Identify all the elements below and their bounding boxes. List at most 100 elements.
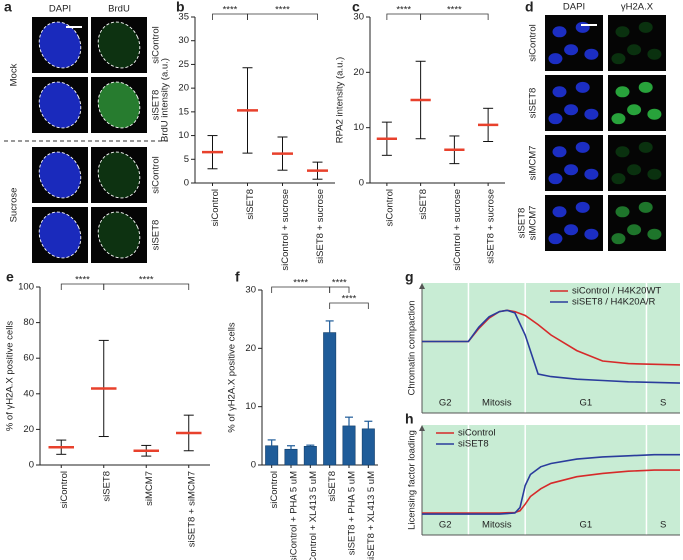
- significance-label: ****: [396, 5, 411, 16]
- nucleus: [638, 81, 653, 93]
- series-line: [422, 469, 680, 514]
- nucleus: [575, 21, 590, 33]
- significance-bracket: [420, 13, 489, 20]
- y-tick-label: 30: [353, 12, 364, 23]
- nucleus: [564, 104, 579, 116]
- row-label: siControl: [151, 156, 162, 194]
- y-tick-label: 40: [23, 388, 34, 399]
- x-tick-label: siSET8 + XL413 5 uM: [366, 471, 377, 560]
- nucleus: [615, 206, 630, 218]
- y-axis-arrow: [419, 283, 425, 289]
- y-tick-label: 0: [359, 178, 364, 189]
- y-axis-arrow: [419, 425, 425, 431]
- legend-label: siControl / H4K20WT: [572, 286, 661, 297]
- significance-bracket: [103, 283, 190, 290]
- bar: [361, 428, 375, 466]
- panel-letter: h: [405, 411, 414, 427]
- x-tick-label: siSET8: [418, 189, 429, 220]
- y-axis-label: % of γH2A.X positive cells: [5, 321, 16, 432]
- group-label: Mock: [9, 63, 20, 86]
- legend-label: siSET8 / H4K20A/R: [572, 297, 656, 308]
- nucleus: [584, 108, 599, 120]
- bar: [284, 448, 298, 466]
- y-tick-label: 10: [245, 401, 256, 412]
- x-tick-label: siSET8: [101, 471, 112, 502]
- row-label: siSET8: [151, 220, 162, 251]
- panel-letter: d: [525, 0, 534, 15]
- y-tick-label: 35: [178, 12, 189, 23]
- panel-letter: e: [6, 269, 14, 285]
- y-tick-label: 10: [178, 130, 189, 141]
- y-tick-label: 20: [178, 83, 189, 94]
- nucleus: [548, 53, 563, 65]
- nucleus: [615, 86, 630, 98]
- nucleus: [548, 113, 563, 125]
- nucleus: [647, 108, 662, 120]
- x-tick-label: siControl: [59, 471, 70, 509]
- y-axis-label: Chromatin compaction: [407, 300, 418, 395]
- row-label: siSET8: [151, 90, 162, 121]
- y-tick-label: 80: [23, 317, 34, 328]
- legend-label: siControl: [458, 428, 496, 439]
- nucleus: [564, 44, 579, 56]
- significance-label: ****: [75, 275, 90, 286]
- panel-letter: b: [176, 0, 185, 15]
- significance-label: ****: [275, 5, 290, 16]
- x-tick-label: siControl + sucrose: [452, 189, 463, 271]
- row-label: siMCM7: [528, 206, 539, 241]
- nucleus: [97, 81, 141, 129]
- row-label: siControl: [528, 24, 539, 62]
- panel-letter: a: [4, 0, 12, 15]
- x-tick-label: siControl: [384, 189, 395, 227]
- bar: [265, 445, 279, 466]
- error-bar: [267, 439, 276, 446]
- y-tick-label: 0: [251, 460, 256, 471]
- plot-background: [422, 283, 680, 413]
- error-bar: [287, 445, 295, 450]
- y-axis-label: BrdU intensity (a.u.): [160, 58, 171, 142]
- nucleus: [97, 21, 141, 69]
- plot-background: [422, 425, 680, 535]
- panel-letter: g: [405, 269, 414, 285]
- significance-label: ****: [139, 275, 154, 286]
- nucleus: [552, 86, 567, 98]
- nucleus: [552, 206, 567, 218]
- x-tick-label: siControl + PHA 5 uM: [289, 471, 300, 560]
- nucleus: [552, 146, 567, 158]
- significance-bracket: [247, 13, 318, 20]
- phase-label: S: [660, 520, 666, 531]
- nucleus: [627, 224, 642, 236]
- row-label: siSET8: [528, 88, 539, 119]
- y-tick-label: 15: [178, 106, 189, 117]
- series-line: [422, 309, 681, 384]
- x-tick-label: siControl + sucrose: [280, 189, 291, 271]
- nucleus: [575, 201, 590, 213]
- nucleus: [38, 81, 82, 129]
- x-tick-label: siControl: [210, 189, 221, 227]
- nucleus: [647, 168, 662, 180]
- error-bar: [306, 444, 315, 447]
- nucleus: [627, 164, 642, 176]
- column-label: BrdU: [108, 4, 130, 15]
- x-tick-label: siSET8 + PHA 5 uM: [347, 471, 358, 555]
- significance-label: ****: [332, 278, 347, 289]
- significance-label: ****: [293, 278, 308, 289]
- nucleus: [548, 173, 563, 185]
- x-tick-label: siControl + XL413 5 uM: [308, 471, 319, 560]
- nucleus: [611, 53, 626, 65]
- column-label: γH2A.X: [621, 2, 654, 13]
- nucleus: [38, 151, 82, 199]
- phase-label: G1: [579, 520, 592, 531]
- x-tick-label: siSET8 + siMCM7: [186, 471, 197, 547]
- y-tick-label: 60: [23, 353, 34, 364]
- y-tick-label: 20: [353, 67, 364, 78]
- nucleus: [627, 104, 642, 116]
- nucleus: [584, 228, 599, 240]
- nucleus: [584, 168, 599, 180]
- x-tick-label: siSET8 + sucrose: [486, 189, 497, 264]
- nucleus: [638, 141, 653, 153]
- nucleus: [611, 233, 626, 245]
- nucleus: [638, 21, 653, 33]
- panel-letter: c: [352, 0, 360, 15]
- x-tick-label: siMCM7: [144, 471, 155, 506]
